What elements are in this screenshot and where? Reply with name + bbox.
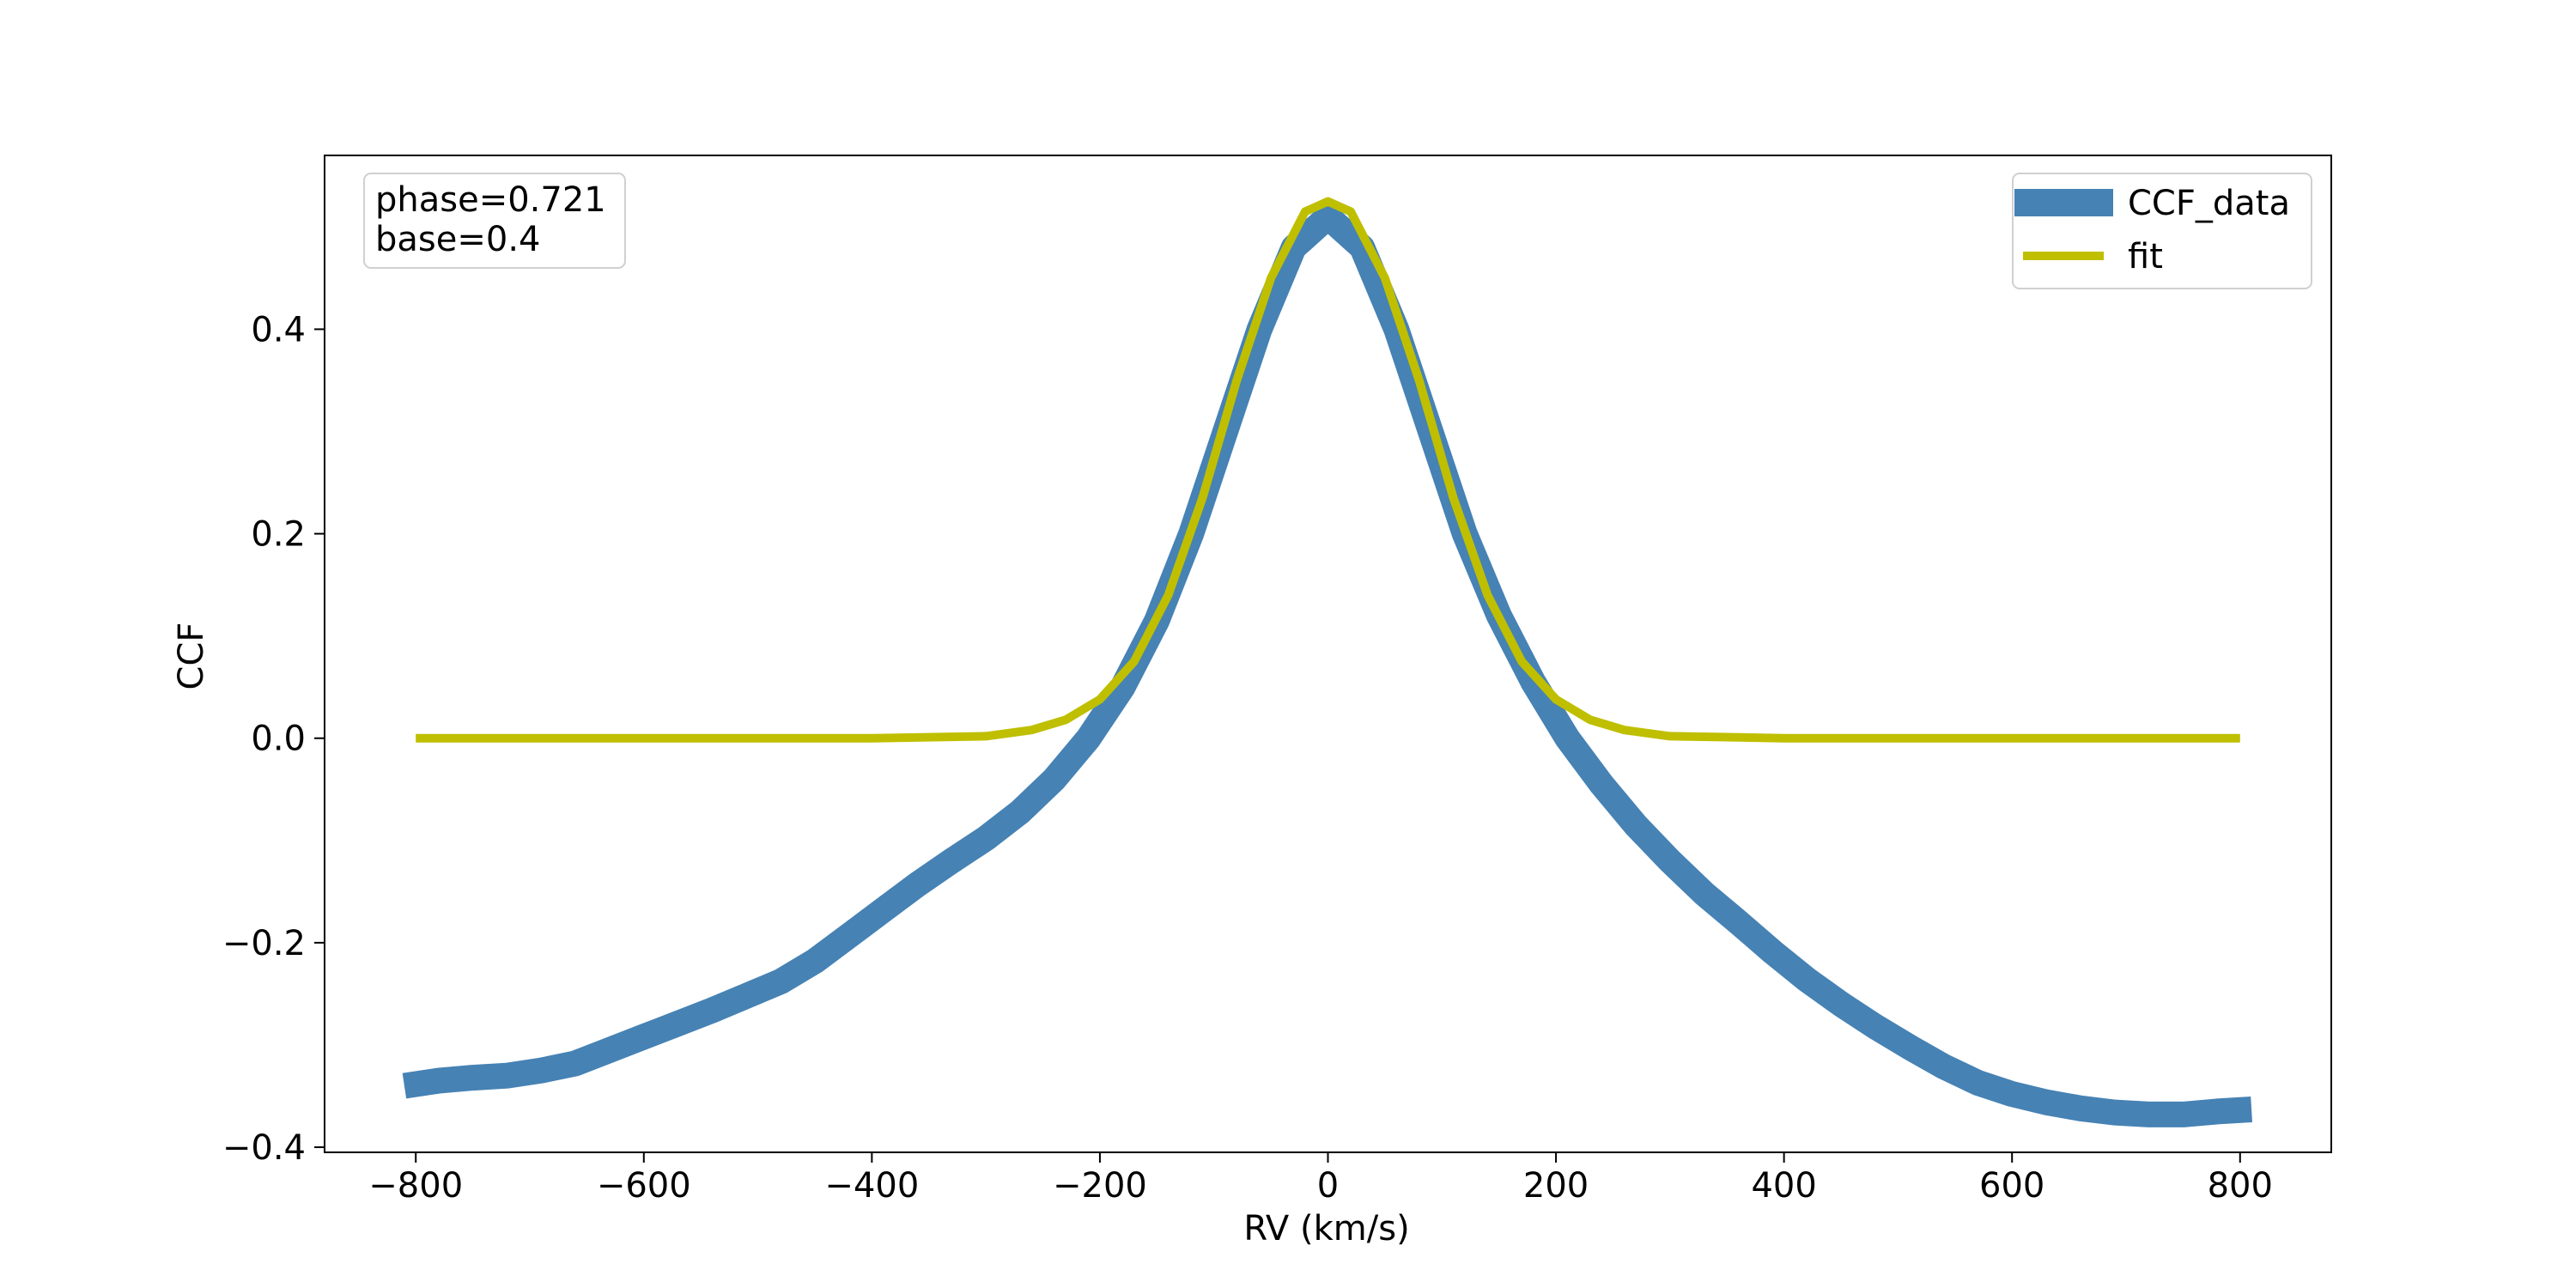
x-axis: −800 −600 −400 −200 0 200 400 600 800 bbox=[368, 1152, 2273, 1206]
x-tick-label: 200 bbox=[1523, 1166, 1589, 1206]
series-line-fit bbox=[416, 197, 2240, 743]
x-axis-title: RV (km/s) bbox=[1243, 1209, 1409, 1249]
x-tick-label: −800 bbox=[368, 1166, 463, 1206]
x-tick-label: 400 bbox=[1751, 1166, 1816, 1206]
x-tick-label: −400 bbox=[824, 1166, 919, 1206]
y-tick-label: 0.4 bbox=[251, 310, 306, 349]
y-axis: −0.4 −0.2 0.0 0.2 0.4 bbox=[222, 310, 325, 1168]
x-tick-label: −200 bbox=[1053, 1166, 1147, 1206]
x-tick-label: 800 bbox=[2208, 1166, 2273, 1206]
y-axis-title: CCF bbox=[172, 623, 211, 690]
legend: CCF_data fit bbox=[2012, 173, 2312, 289]
x-tick-label: −600 bbox=[597, 1166, 691, 1206]
y-tick-label: −0.4 bbox=[222, 1128, 306, 1168]
y-tick-label: 0.2 bbox=[251, 515, 306, 555]
y-tick-label: 0.0 bbox=[251, 720, 306, 759]
annotation-phase: phase=0.721 bbox=[375, 180, 606, 220]
y-tick-label: −0.2 bbox=[222, 924, 306, 963]
annotation-base: base=0.4 bbox=[375, 220, 540, 259]
legend-label-fit: fit bbox=[2128, 237, 2163, 276]
series-line-ccf-data bbox=[402, 204, 2253, 1127]
x-tick-label: 0 bbox=[1317, 1166, 1339, 1206]
annotation-box: phase=0.721 base=0.4 bbox=[363, 173, 626, 269]
legend-label-ccf-data: CCF_data bbox=[2128, 184, 2290, 223]
annotation-frame bbox=[363, 173, 626, 269]
x-tick-label: 600 bbox=[1979, 1166, 2044, 1206]
